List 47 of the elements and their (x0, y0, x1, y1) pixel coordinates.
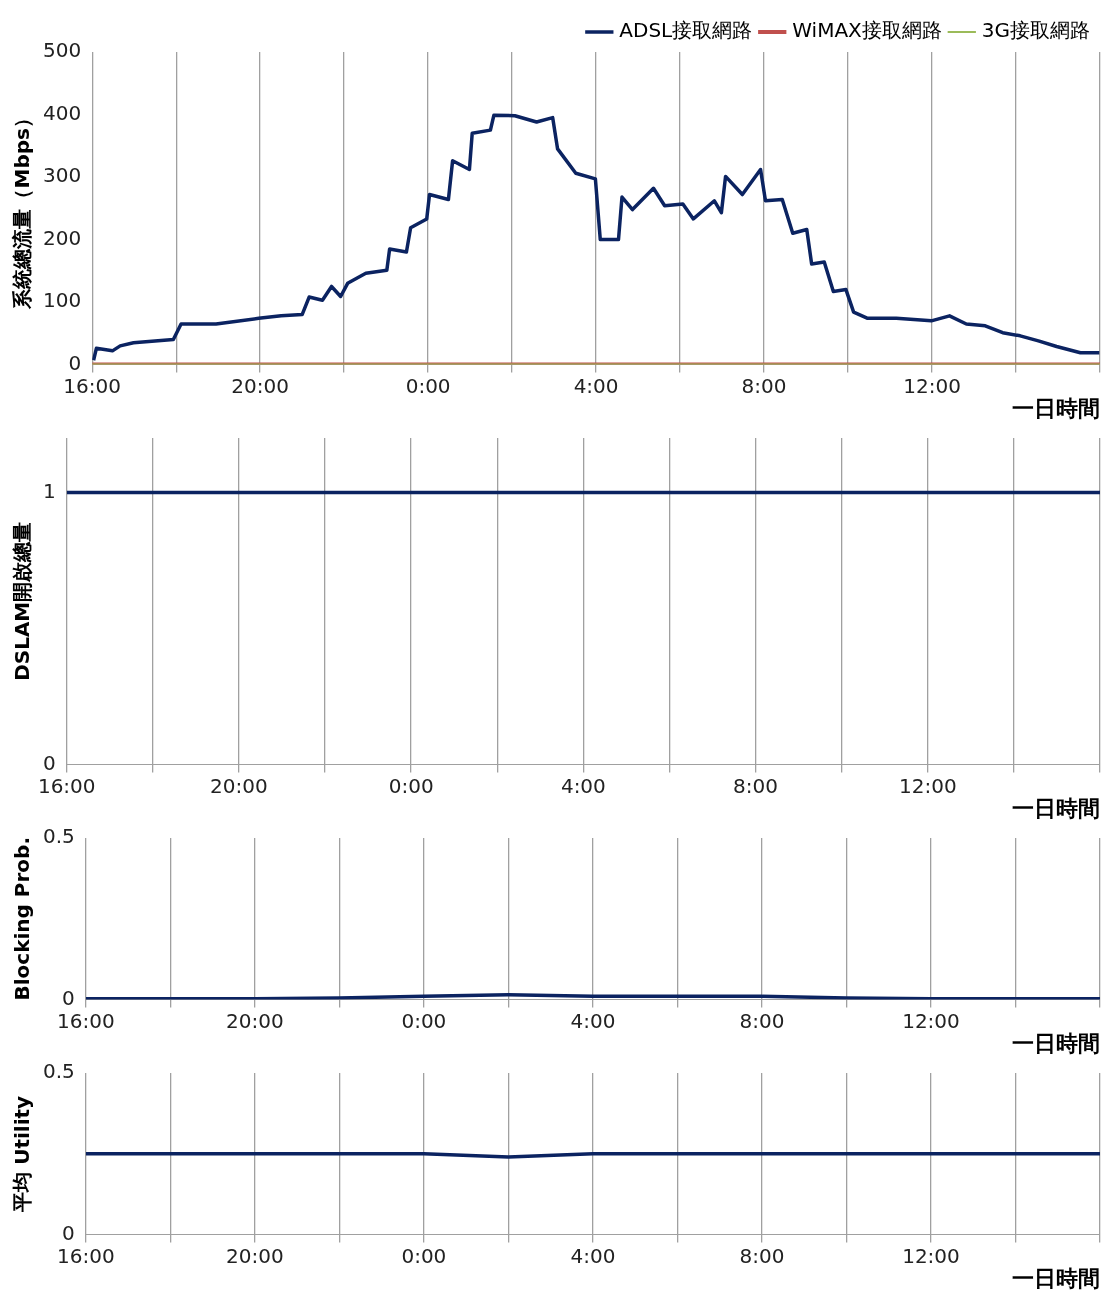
x-tick-label: 12:00 (902, 1243, 960, 1268)
y-axis-title: DSLAM開啟總量 (10, 521, 35, 681)
x-tick-label: 8:00 (739, 1243, 785, 1268)
x-tick-label: 16:00 (56, 1243, 115, 1268)
x-tick-label: 4:00 (570, 1243, 616, 1268)
x-axis-title: 一日時間 (1012, 395, 1100, 421)
x-tick-label: 8:00 (739, 1008, 785, 1033)
x-tick-label: 0:00 (401, 1243, 447, 1268)
legend-label: ADSL接取網路 (619, 18, 753, 43)
x-tick-label: 4:00 (573, 373, 619, 398)
y-axis-title: 平均 Utility (10, 1095, 35, 1213)
x-tick-label: 8:00 (741, 373, 787, 398)
x-tick-label: 12:00 (903, 373, 961, 398)
x-tick-label: 20:00 (226, 1243, 284, 1268)
x-axis-title: 一日時間 (1012, 1265, 1100, 1291)
y-tick-label: 0 (42, 750, 56, 775)
x-tick-label: 0:00 (388, 773, 434, 798)
x-tick-label: 0:00 (405, 373, 451, 398)
x-tick-label: 20:00 (226, 1008, 284, 1033)
legend-label: 3G接取網路 (981, 18, 1091, 43)
y-tick-label: 300 (42, 163, 82, 188)
x-tick-label: 0:00 (401, 1008, 447, 1033)
y-tick-label: 100 (42, 288, 82, 313)
x-tick-label: 16:00 (37, 773, 96, 798)
x-tick-label: 16:00 (56, 1008, 115, 1033)
x-tick-label: 4:00 (570, 1008, 616, 1033)
x-tick-label: 8:00 (733, 773, 779, 798)
y-tick-label: 0 (62, 985, 75, 1010)
y-tick-label: 500 (42, 38, 82, 63)
x-tick-label: 20:00 (210, 773, 268, 798)
x-axis-title: 一日時間 (1012, 1030, 1100, 1056)
y-axis-title: Blocking Prob. (10, 837, 35, 1001)
y-tick-label: 0.5 (42, 1059, 75, 1084)
legend-label: WiMAX接取網路 (792, 18, 942, 43)
x-tick-label: 4:00 (560, 773, 606, 798)
x-tick-label: 12:00 (898, 773, 957, 798)
y-tick-label: 0 (68, 350, 82, 375)
y-tick-label: 400 (42, 100, 82, 125)
y-tick-label: 0.5 (42, 824, 75, 849)
x-tick-label: 20:00 (231, 373, 289, 398)
y-axis-title: 系統總流量（Mbps） (10, 108, 35, 310)
x-tick-label: 16:00 (63, 373, 121, 398)
y-tick-label: 1 (42, 478, 56, 503)
x-tick-label: 12:00 (902, 1008, 960, 1033)
y-tick-label: 200 (42, 225, 82, 250)
x-axis-title: 一日時間 (1012, 795, 1100, 821)
y-tick-label: 0 (62, 1220, 75, 1245)
